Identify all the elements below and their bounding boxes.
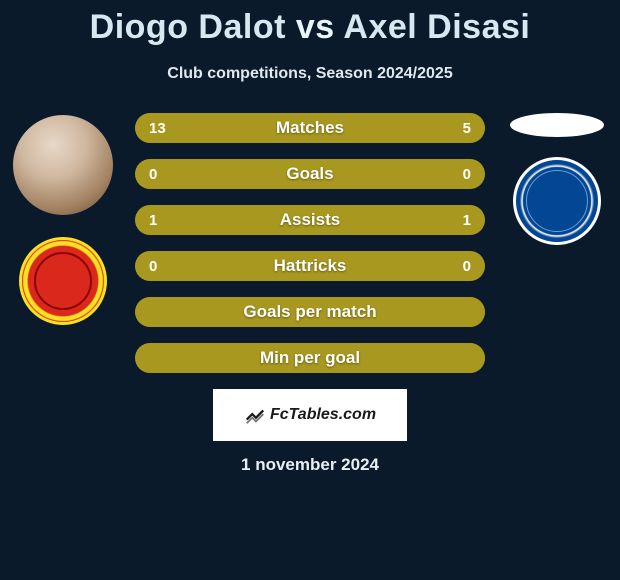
stat-row: 1 1 Assists <box>135 205 485 235</box>
date-stamp: 1 november 2024 <box>0 455 620 475</box>
stat-label: Assists <box>280 210 340 230</box>
player2-club-badge <box>513 157 601 245</box>
watermark-text: FcTables.com <box>270 406 376 424</box>
player1-photo <box>11 113 115 217</box>
stat-label: Min per goal <box>260 348 360 368</box>
stat-row: Goals per match <box>135 297 485 327</box>
player1-column <box>8 113 118 325</box>
stat-row: 0 0 Hattricks <box>135 251 485 281</box>
stat-value-left: 0 <box>149 166 157 183</box>
stat-value-right: 0 <box>463 166 471 183</box>
stat-row: Min per goal <box>135 343 485 373</box>
title-player1: Diogo Dalot <box>90 8 286 46</box>
stat-label: Matches <box>276 118 344 138</box>
watermark: FcTables.com <box>213 389 407 441</box>
stat-fill-left <box>135 113 387 143</box>
player2-column <box>502 113 612 245</box>
stat-value-right: 1 <box>463 212 471 229</box>
stat-row: 0 0 Goals <box>135 159 485 189</box>
stat-row: 13 5 Matches <box>135 113 485 143</box>
title-vs: vs <box>296 8 335 46</box>
stat-label: Hattricks <box>274 256 347 276</box>
stat-value-left: 0 <box>149 258 157 275</box>
stat-fill-right <box>310 159 485 189</box>
stat-label: Goals <box>286 164 333 184</box>
stat-label: Goals per match <box>243 302 376 322</box>
player2-photo-placeholder <box>510 113 604 137</box>
player1-club-badge <box>19 237 107 325</box>
title-player2: Axel Disasi <box>343 8 530 46</box>
comparison-title: Diogo Dalot vs Axel Disasi <box>0 0 620 47</box>
stat-value-left: 13 <box>149 120 166 137</box>
stat-bars: 13 5 Matches 0 0 Goals 1 1 Assists 0 0 Hattricks Goa… <box>135 113 485 373</box>
comparison-content: 13 5 Matches 0 0 Goals 1 1 Assists 0 0 Hattricks Goa… <box>0 113 620 475</box>
stat-value-right: 5 <box>463 120 471 137</box>
chart-icon <box>244 404 266 426</box>
stat-fill-left <box>135 159 310 189</box>
subtitle: Club competitions, Season 2024/2025 <box>0 65 620 83</box>
stat-value-right: 0 <box>463 258 471 275</box>
stat-value-left: 1 <box>149 212 157 229</box>
